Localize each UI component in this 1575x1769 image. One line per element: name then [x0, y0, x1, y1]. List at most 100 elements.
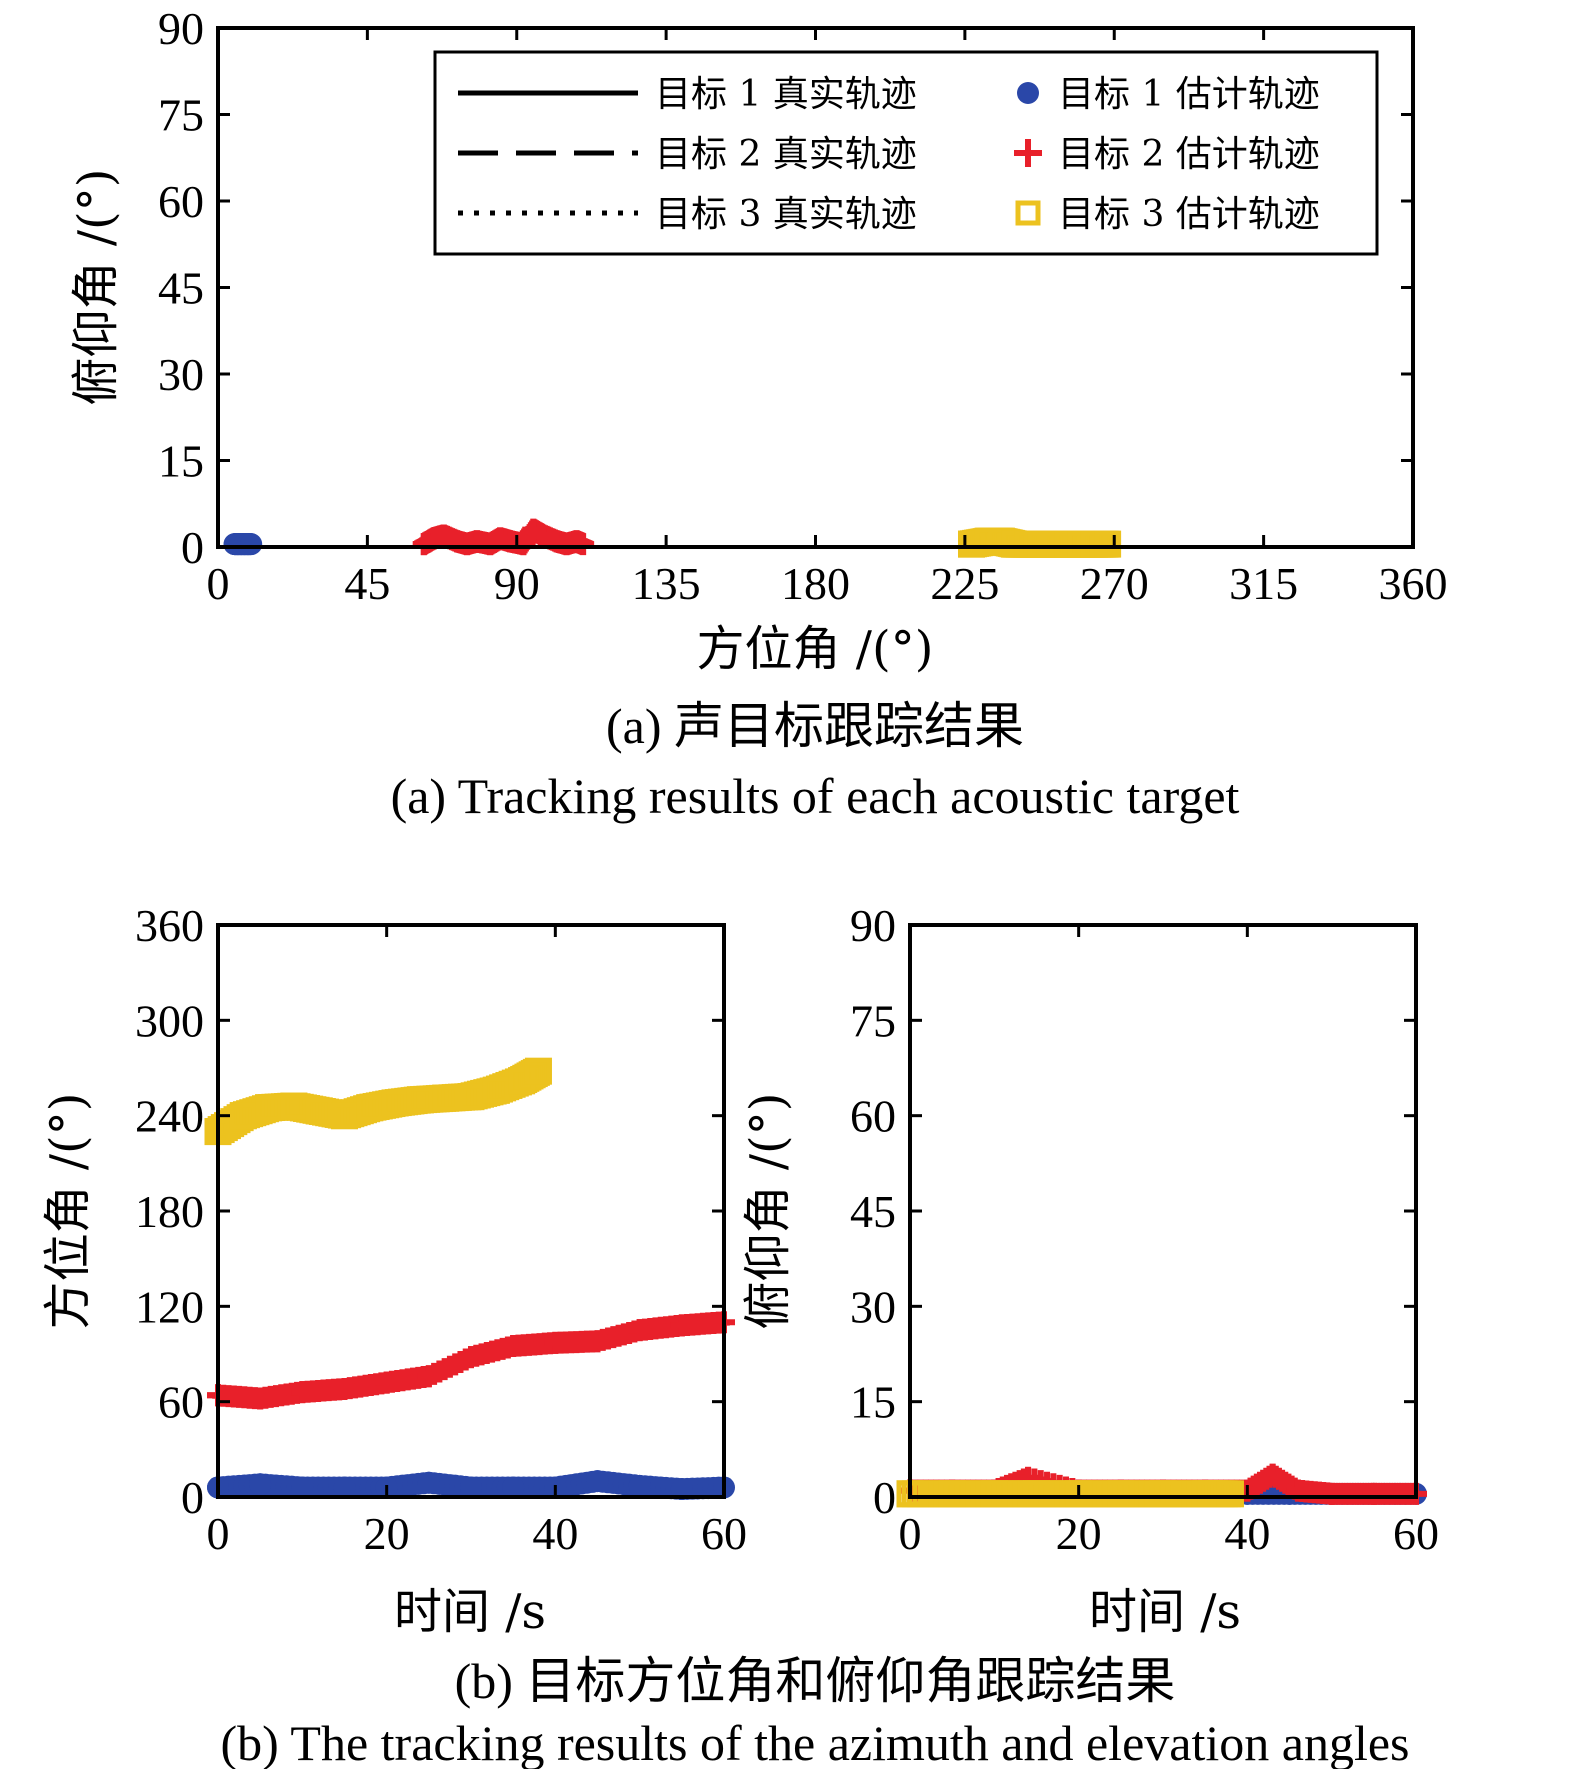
- data-point-marker: [1320, 1482, 1343, 1505]
- caption-a-chinese: (a) 声目标跟踪结果: [606, 698, 1024, 754]
- panel-b-azimuth-x-axis-label: 时间 /s: [394, 1584, 546, 1640]
- y-tick-label: 300: [135, 995, 204, 1046]
- y-tick-label: 45: [158, 263, 204, 314]
- panel-b-elevation-x-axis-label: 时间 /s: [1089, 1584, 1241, 1640]
- y-tick-label: 30: [158, 349, 204, 400]
- panel-b-azimuth-ticks: 0 20 40 60 0 60 120 180 240 300 360: [135, 900, 747, 1559]
- y-tick-label: 0: [181, 1472, 204, 1523]
- x-tick-label: 0: [207, 558, 230, 609]
- data-point-marker: [1065, 1480, 1093, 1508]
- data-point-marker: [1094, 530, 1122, 558]
- legend-entry-target1-est: 目标 1 估计轨迹: [1058, 74, 1320, 115]
- data-point-marker: [240, 533, 263, 556]
- data-point-marker: [524, 1057, 552, 1085]
- data-point-marker: [249, 1387, 272, 1410]
- y-tick-label: 45: [850, 1186, 896, 1237]
- data-point-marker: [291, 1381, 314, 1404]
- y-tick-label: 30: [850, 1281, 896, 1332]
- data-point-marker: [586, 1330, 609, 1353]
- x-tick-label: 270: [1080, 558, 1149, 609]
- legend-entry-target1-true: 目标 1 真实轨迹: [655, 74, 917, 115]
- x-tick-label: 20: [364, 1508, 410, 1559]
- data-point-marker: [229, 1102, 257, 1130]
- x-tick-label: 45: [344, 558, 390, 609]
- data-point-marker: [305, 1097, 333, 1125]
- data-point-marker: [356, 1094, 384, 1122]
- data-point-marker: [432, 1084, 460, 1112]
- data-point-marker: [457, 1083, 485, 1111]
- y-tick-label: 60: [158, 176, 204, 227]
- data-point-marker: [331, 1102, 358, 1130]
- x-tick-label: 135: [632, 558, 701, 609]
- data-point-marker: [958, 530, 986, 558]
- panel-b-elevation-y-axis-label: 俯仰角 /(°): [740, 1093, 796, 1330]
- data-point-marker: [406, 1086, 434, 1114]
- y-tick-label: 0: [181, 522, 204, 573]
- data-point-marker: [1023, 1480, 1050, 1508]
- data-point-marker: [980, 1480, 1008, 1508]
- data-point-marker: [1362, 1482, 1385, 1505]
- x-tick-label: 60: [701, 1508, 747, 1559]
- data-point-marker: [280, 1092, 308, 1120]
- legend-circle-marker-icon: [1017, 82, 1039, 104]
- data-point-marker: [460, 1346, 482, 1369]
- data-point-marker: [333, 1476, 356, 1499]
- panel-a-tracking-plot: 0 45 90 135 180 225 270 315 360 0 15 30 45 60 75 90 方位角…: [68, 3, 1448, 677]
- data-point-marker: [628, 1319, 651, 1342]
- data-point-marker: [1261, 1463, 1284, 1486]
- x-tick-label: 40: [1224, 1508, 1270, 1559]
- legend-square-marker-icon: [1015, 200, 1041, 226]
- x-tick-label: 20: [1056, 1508, 1102, 1559]
- panel-b-azimuth-axes-frame: [216, 923, 726, 1499]
- panel-b-azimuth-y-axis-label: 方位角 /(°): [40, 1093, 96, 1330]
- data-point-marker: [375, 1371, 398, 1394]
- x-tick-label: 90: [494, 558, 540, 609]
- data-point-marker: [502, 1335, 525, 1358]
- data-point-marker: [460, 1476, 482, 1499]
- x-tick-label: 0: [207, 1508, 230, 1559]
- panel-b-elevation-ticks: 0 20 40 60 0 15 30 45 60 75 90: [850, 900, 1439, 1559]
- caption-a-english: (a) Tracking results of each acoustic ta…: [391, 768, 1240, 824]
- data-point-marker: [572, 533, 595, 556]
- y-tick-label: 75: [850, 995, 896, 1046]
- x-tick-label: 225: [930, 558, 999, 609]
- legend-entry-target2-est: 目标 2 估计轨迹: [1058, 134, 1320, 175]
- data-point-marker: [333, 1377, 356, 1400]
- legend-entry-target2-true: 目标 2 真实轨迹: [655, 134, 917, 175]
- data-point-marker: [249, 1473, 272, 1496]
- data-point-marker: [532, 524, 555, 547]
- data-point-marker: [586, 1470, 609, 1493]
- panel-b-azimuth-plot: 0 20 40 60 0 60 120 180 240 300 360 时间 /s 方位角 /(°): [40, 900, 747, 1640]
- panel-a-axes-frame: [216, 26, 1415, 549]
- panel-a-legend: 目标 1 真实轨迹 目标 2 真实轨迹 目标 3 真实轨迹 目标 1 估计轨迹 …: [433, 50, 1379, 256]
- y-tick-label: 75: [158, 90, 204, 141]
- y-tick-label: 60: [158, 1377, 204, 1428]
- panel-b-elevation-axes-frame: [908, 923, 1418, 1499]
- data-point-marker: [1191, 1480, 1219, 1508]
- x-tick-label: 40: [532, 1508, 578, 1559]
- y-tick-label: 60: [850, 1091, 896, 1142]
- x-tick-label: 60: [1393, 1508, 1439, 1559]
- data-point-marker: [1216, 1480, 1244, 1508]
- legend-entry-target3-est: 目标 3 估计轨迹: [1058, 194, 1320, 235]
- data-point-marker: [670, 1314, 693, 1337]
- x-tick-label: 315: [1229, 558, 1298, 609]
- panel-b-azimuth-data-marks: [204, 1057, 735, 1501]
- caption-b-english: (b) The tracking results of the azimuth …: [221, 1715, 1410, 1769]
- panel-a-y-axis-label: 俯仰角 /(°): [68, 169, 124, 406]
- y-tick-label: 15: [158, 436, 204, 487]
- legend-plus-marker-icon: [1014, 139, 1042, 167]
- x-tick-label: 0: [899, 1508, 922, 1559]
- panel-a-data-marks: [223, 518, 1122, 558]
- data-point-marker: [291, 1476, 314, 1499]
- y-tick-label: 0: [873, 1472, 896, 1523]
- y-tick-label: 90: [850, 900, 896, 951]
- data-point-marker: [417, 1365, 440, 1388]
- data-point-marker: [381, 1089, 409, 1117]
- data-point-marker: [938, 1480, 966, 1508]
- data-point-marker: [417, 1471, 440, 1494]
- panel-a-ticks: 0 45 90 135 180 225 270 315 360 0 15 30 45 60 75 90: [158, 3, 1448, 609]
- data-point-marker: [432, 524, 455, 547]
- data-point-marker: [670, 1478, 693, 1501]
